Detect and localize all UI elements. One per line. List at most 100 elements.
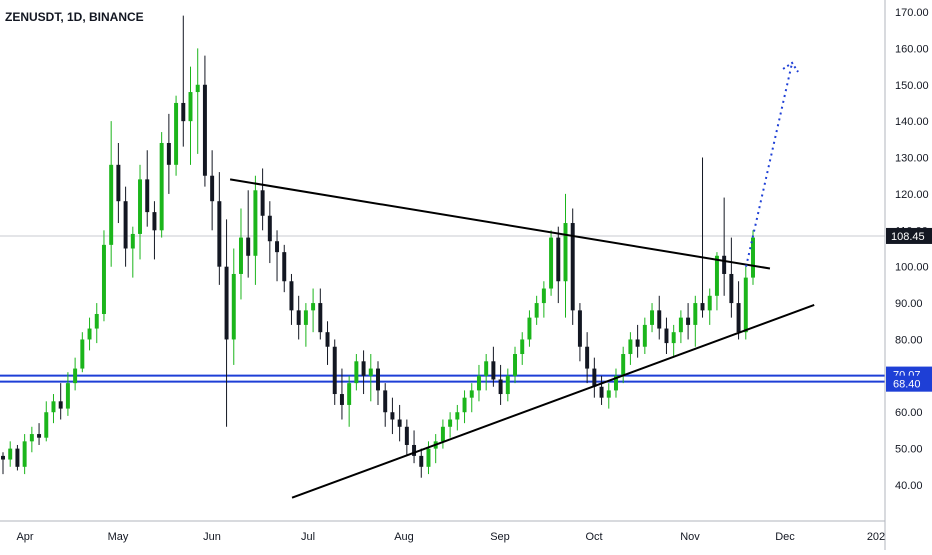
candle-body <box>541 288 546 304</box>
candle-body <box>469 390 474 398</box>
candle-body <box>311 303 316 311</box>
candle-body <box>123 201 128 249</box>
candle-body <box>722 255 727 274</box>
x-tick-label: Jun <box>203 531 221 543</box>
x-tick-label: Aug <box>394 531 414 543</box>
time-axis[interactable]: Apr May Jun Jul Aug Sep Oct Nov Dec 202 <box>16 531 885 543</box>
projection-arrow-line[interactable] <box>745 62 794 267</box>
descending-resistance-trendline[interactable] <box>229 178 771 270</box>
candle-body <box>29 434 34 442</box>
y-tick-label: 60.00 <box>895 407 923 419</box>
level-layer <box>0 374 885 383</box>
candle-body <box>426 448 431 467</box>
candle-body <box>491 361 496 380</box>
candle-body <box>159 142 164 231</box>
candle-body <box>671 332 676 344</box>
y-tick-label: 170.00 <box>895 7 929 19</box>
candle-body <box>729 273 734 304</box>
candle-body <box>181 102 186 122</box>
candle-body <box>130 233 135 249</box>
candle-body <box>440 426 445 442</box>
candle-body <box>354 361 359 384</box>
candle-body <box>303 310 308 325</box>
candle-body <box>455 412 460 420</box>
candle-body <box>404 426 409 445</box>
candle-body <box>87 328 92 340</box>
candle-body <box>325 332 330 347</box>
candle-body <box>339 394 344 405</box>
candle-body <box>462 397 467 413</box>
candle-body <box>282 252 287 282</box>
candle-body <box>1 455 5 460</box>
candle-body <box>44 412 49 438</box>
candle-body <box>347 383 352 405</box>
candle-body <box>22 441 27 467</box>
candle-body <box>15 448 20 467</box>
y-tick-label: 50.00 <box>895 444 923 456</box>
candle-body <box>419 455 424 467</box>
candle-body <box>188 92 193 122</box>
candle-body <box>238 237 243 274</box>
candle-body <box>166 142 171 165</box>
candle-body <box>412 444 417 456</box>
candle-body <box>592 368 597 387</box>
last-price-tag <box>886 227 932 244</box>
candle-body <box>606 390 611 398</box>
candle-body <box>152 212 157 231</box>
candle-body <box>520 339 525 355</box>
y-tick-label: 130.00 <box>895 153 929 165</box>
candle-body <box>534 303 539 318</box>
x-tick-label: Dec <box>775 531 795 543</box>
candle-body <box>145 179 150 213</box>
y-tick-label: 90.00 <box>895 298 923 310</box>
candle-body <box>210 175 215 202</box>
candle-body <box>751 237 755 278</box>
candle-body <box>693 303 698 325</box>
ascending-support-trendline[interactable] <box>291 303 815 499</box>
y-tick-label: 80.00 <box>895 334 923 346</box>
candle-body <box>743 277 748 333</box>
candle-body <box>505 375 510 395</box>
candle-body <box>289 281 294 311</box>
candle-body <box>650 310 655 325</box>
support-level-value: 68.40 <box>893 379 921 391</box>
candle-body <box>621 354 626 376</box>
y-tick-label: 120.00 <box>895 189 929 201</box>
candle-body <box>174 102 179 165</box>
y-tick-label: 100.00 <box>895 262 929 274</box>
y-tick-label: 150.00 <box>895 80 929 92</box>
candle-body <box>246 237 251 256</box>
candle-body <box>397 419 402 427</box>
y-tick-label: 140.00 <box>895 116 929 128</box>
candle-body <box>498 379 503 395</box>
candle-body <box>116 164 121 202</box>
candle-body <box>231 273 236 340</box>
candle-body <box>332 346 337 395</box>
candle-body <box>599 386 604 398</box>
y-tick-label: 160.00 <box>895 43 929 55</box>
candle-body <box>368 368 373 376</box>
candle-body <box>549 237 554 289</box>
x-tick-label: Apr <box>16 531 33 543</box>
candle-body <box>37 434 42 438</box>
x-tick-label: May <box>108 531 129 543</box>
candle-body <box>253 190 258 256</box>
candle-body <box>361 361 366 376</box>
candle-body <box>448 419 453 427</box>
candle-body <box>570 223 575 311</box>
projection-arrow-head <box>782 61 799 73</box>
candle-body <box>101 244 106 314</box>
candle-body <box>563 223 568 282</box>
trend-layer <box>229 61 815 499</box>
candle-body <box>267 215 272 242</box>
candle-body <box>296 310 301 325</box>
candle-body <box>202 84 207 176</box>
candle-body <box>376 368 380 391</box>
candle-body <box>736 303 741 333</box>
candle-body <box>678 317 683 333</box>
x-tick-label: Nov <box>680 531 700 543</box>
candle-body <box>484 361 489 376</box>
